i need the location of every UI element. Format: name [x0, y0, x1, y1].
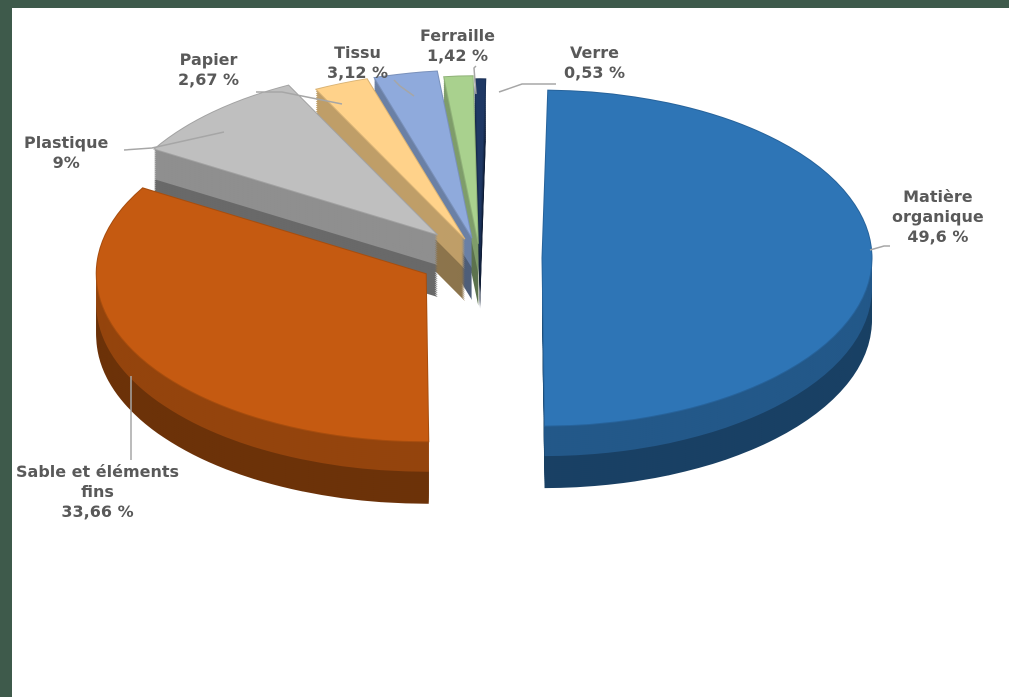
slice-name: organique: [892, 207, 984, 226]
slice-label-sable: Sable et éléments fins 33,66 %: [16, 462, 179, 522]
slice-label-papier: Papier 2,67 %: [178, 50, 239, 90]
leader-line-tissu: [393, 79, 415, 97]
pie-slice-plastique: [153, 84, 439, 236]
slice-name: Matière: [903, 187, 973, 206]
slice-value: 0,53 %: [564, 63, 626, 82]
slice-value: 2,67 %: [178, 70, 240, 89]
pie-slice-tissu: [373, 70, 473, 239]
slice-name: Plastique: [24, 133, 109, 152]
slice-value: 49,6 %: [907, 227, 969, 246]
leader-line-plastique: [123, 131, 225, 151]
leader-line-matiere-organique: [869, 245, 890, 251]
pie-slice-sable: [95, 187, 430, 443]
slice-label-plastique: Plastique 9%: [24, 133, 108, 173]
slice-name: Sable et éléments: [16, 462, 180, 481]
slice-name: Tissu: [334, 43, 381, 62]
slice-value: 9%: [52, 153, 80, 172]
pie-slice-papier: [314, 78, 466, 240]
leader-line-verre: [498, 83, 556, 93]
slice-name: Ferraille: [420, 26, 496, 45]
slice-value: 3,12 %: [327, 63, 389, 82]
leader-line-papier: [256, 91, 343, 105]
pie-chart: [95, 65, 890, 504]
slice-label-tissu: Tissu 3,12 %: [327, 43, 388, 83]
pie-slice-ferraille: [443, 75, 479, 244]
leader-line-ferraille: [473, 65, 477, 95]
slice-label-verre: Verre 0,53 %: [564, 43, 625, 83]
slice-name: Papier: [179, 50, 238, 69]
pie-top-layer: [95, 70, 873, 443]
slice-label-ferraille: Ferraille 1,42 %: [420, 26, 495, 66]
leader-lines: [123, 65, 890, 460]
slice-name: Verre: [570, 43, 620, 62]
slice-value: 1,42 %: [426, 46, 489, 65]
slice-value: 33,66 %: [61, 502, 134, 521]
chart-panel: Matière organique 49,6 % Sable et élémen…: [12, 8, 1009, 697]
slice-name: fins: [81, 482, 114, 501]
slice-label-matiere-organique: Matière organique 49,6 %: [892, 187, 984, 247]
pie-slice-matiere-organique: [541, 89, 873, 427]
